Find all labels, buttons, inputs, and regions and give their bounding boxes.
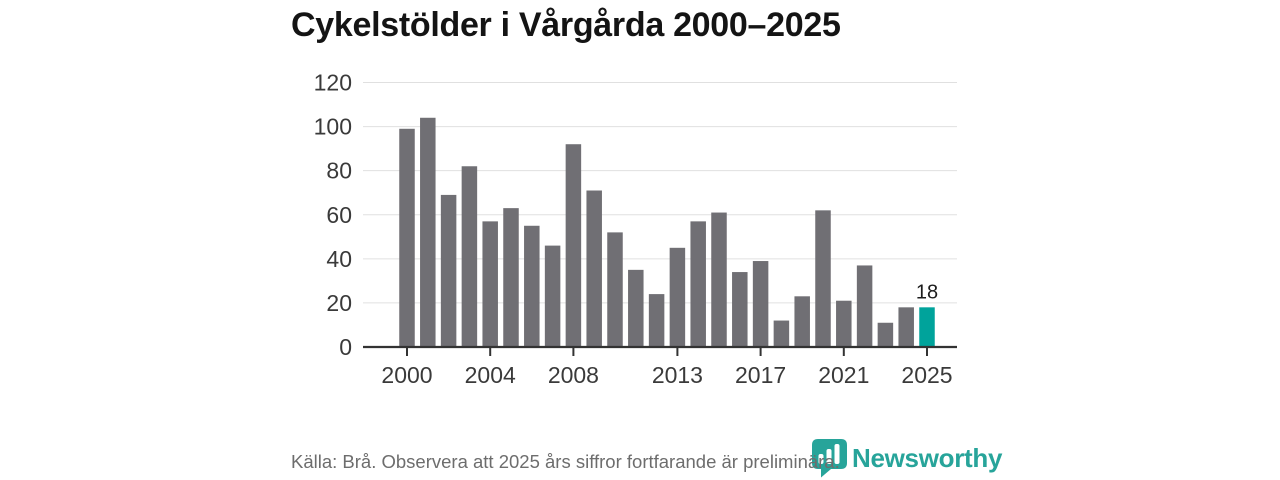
bar-2019 [794,296,810,347]
y-tick-label-40: 40 [326,246,352,272]
bar-2023 [877,322,894,347]
newsworthy-logo-text: Newsworthy [852,443,1003,473]
source-note: Källa: Brå. Observera att 2025 års siffr… [291,451,840,472]
y-tick-label-100: 100 [314,114,352,140]
bar-2006 [524,225,540,347]
y-tick-label-120: 120 [314,70,352,96]
bar-2020 [815,210,831,347]
bar-2012 [648,294,665,347]
x-tick-label-2021: 2021 [818,362,869,388]
bar-2005 [503,208,519,347]
bar-2000 [399,128,415,347]
bar-2013 [669,247,686,347]
y-tick-label-80: 80 [326,158,352,184]
bar-2009 [586,190,602,347]
newsworthy-logo: Newsworthy [812,439,1002,478]
x-tick-label-2000: 2000 [381,362,432,388]
bar-2017 [752,261,769,347]
x-tick-label-2008: 2008 [548,362,599,388]
bar-2004 [482,221,498,347]
bar-2014 [690,221,706,347]
y-tick-label-60: 60 [326,202,352,228]
bar-2007 [544,245,561,347]
x-tick-label-2025: 2025 [901,362,952,388]
bar-2002 [440,194,457,347]
chart-title: Cykelstölder i Vårgårda 2000–2025 [291,6,841,44]
bar-value-label: 18 [916,281,938,303]
newsworthy-bubble-chart-icon [812,439,847,478]
bar-2015 [711,212,727,347]
bar-2010 [607,232,623,347]
bar-2025 [919,307,935,347]
bar-2018 [773,320,790,347]
x-tick-label-2017: 2017 [735,362,786,388]
bar-2001 [420,117,436,348]
bar-2016 [732,272,748,347]
y-tick-label-0: 0 [339,334,352,360]
bar-2003 [461,166,478,347]
y-tick-label-20: 20 [326,290,352,316]
bar-2024 [898,307,914,347]
x-tick-label-2004: 2004 [465,362,516,388]
x-tick-label-2013: 2013 [652,362,703,388]
bar-2008 [565,144,582,347]
bar-2021 [836,300,852,347]
bar-2022 [856,265,873,347]
bar-2011 [628,269,644,347]
